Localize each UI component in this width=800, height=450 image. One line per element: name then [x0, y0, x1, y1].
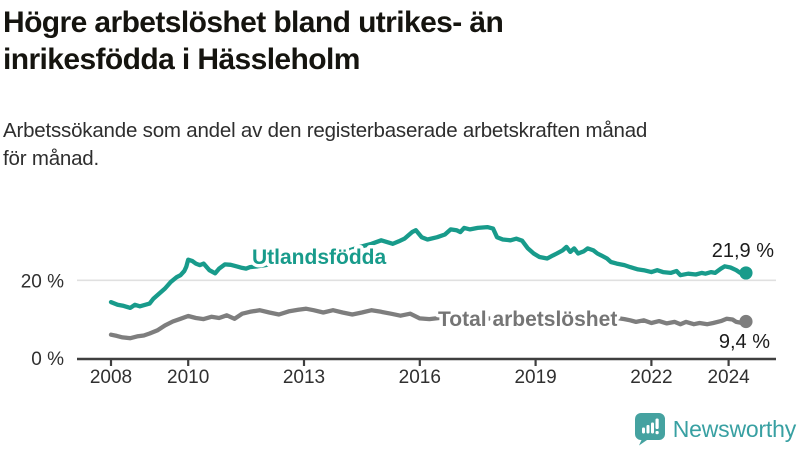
series-end-dot-1: [739, 314, 753, 329]
x-tick-label-2019: 2019: [514, 367, 556, 388]
end-value-label-utlandsfodda: 21,9 %: [712, 240, 774, 262]
exclamation-bar: [655, 418, 659, 429]
chart-subtitle: Arbetssökande som andel av den registerb…: [3, 119, 648, 170]
x-tick-label-2022: 2022: [630, 367, 672, 388]
newsworthy-logo: Newsworthy: [634, 413, 796, 446]
bar-2: [646, 425, 650, 434]
x-tick-label-2010: 2010: [167, 367, 209, 388]
y-tick-label-20: 20 %: [21, 271, 64, 292]
x-tick-label-2024: 2024: [707, 367, 750, 388]
page-title: Högre arbetslöshet bland utrikes- än inr…: [3, 6, 504, 76]
series-end-dot-0: [739, 266, 753, 280]
x-tick-label-2008: 2008: [90, 367, 132, 388]
x-tick-label-2013: 2013: [283, 367, 325, 388]
bar-3: [650, 422, 654, 434]
series-label-total-arbetsloshet: Total arbetslöshet: [438, 308, 617, 331]
speech-bubble-shape: [634, 413, 665, 446]
series-line-1: [108, 306, 749, 341]
exclamation-dot: [655, 431, 659, 435]
y-tick-label-0: 0 %: [31, 349, 64, 370]
bar-chart-speech-bubble-icon: [634, 413, 665, 446]
series-label-utlandsfodda: Utlandsfödda: [252, 246, 386, 269]
series-line-0: [108, 224, 749, 311]
x-tick-label-2016: 2016: [399, 367, 441, 388]
newsworthy-wordmark: Newsworthy: [672, 416, 796, 442]
end-value-label-total: 9,4 %: [719, 331, 770, 353]
bar-1: [641, 427, 645, 434]
